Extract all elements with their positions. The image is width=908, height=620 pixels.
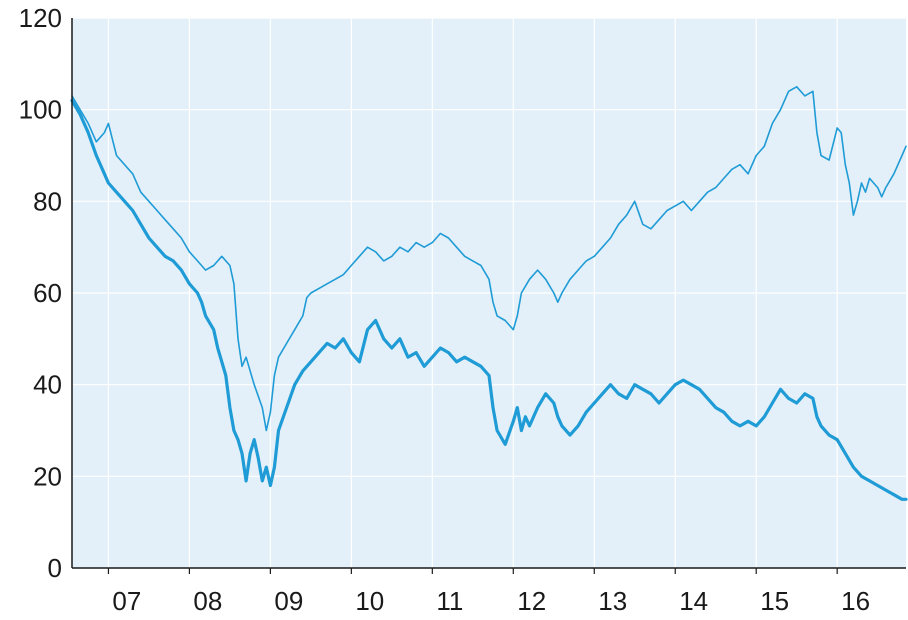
x-tick-label: 08 bbox=[193, 586, 222, 616]
y-tick-label: 20 bbox=[33, 461, 62, 491]
y-tick-label: 80 bbox=[33, 186, 62, 216]
x-tick-label: 11 bbox=[436, 586, 463, 616]
x-tick-label: 07 bbox=[112, 586, 141, 616]
x-tick-label: 13 bbox=[598, 586, 627, 616]
series-lines bbox=[70, 86, 908, 501]
series-line-thick bbox=[70, 98, 908, 501]
y-axis-tick-labels: 0 20 40 60 80 100 120 bbox=[19, 3, 62, 583]
y-tick-label: 60 bbox=[33, 278, 62, 308]
y-tick-label: 100 bbox=[19, 95, 62, 125]
x-tick-label: 12 bbox=[517, 586, 546, 616]
y-tick-label: 120 bbox=[19, 3, 62, 33]
x-axis-tick-labels: 07 08 09 10 11 12 13 14 15 16 bbox=[112, 586, 870, 616]
x-tick-label: 14 bbox=[679, 586, 708, 616]
x-tick-label: 09 bbox=[274, 586, 303, 616]
series-line-thin bbox=[71, 86, 907, 432]
y-tick-label: 0 bbox=[48, 553, 62, 583]
x-tick-label: 15 bbox=[760, 586, 789, 616]
x-tick-label: 10 bbox=[355, 586, 384, 616]
axes bbox=[71, 18, 906, 574]
y-tick-label: 40 bbox=[33, 370, 62, 400]
x-tick-label: 16 bbox=[841, 586, 870, 616]
